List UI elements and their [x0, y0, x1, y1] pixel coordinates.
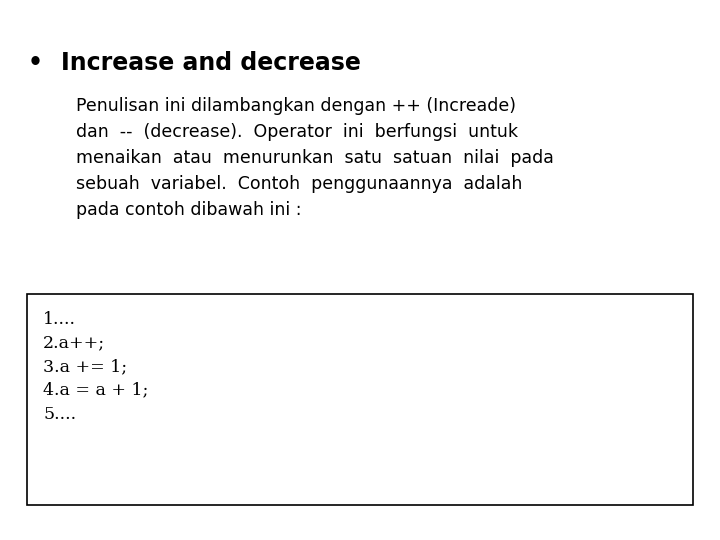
Text: 5....: 5....	[43, 406, 76, 422]
Text: sebuah  variabel.  Contoh  penggunaannya  adalah: sebuah variabel. Contoh penggunaannya ad…	[76, 175, 522, 193]
Text: •: •	[27, 51, 42, 75]
Text: menaikan  atau  menurunkan  satu  satuan  nilai  pada: menaikan atau menurunkan satu satuan nil…	[76, 149, 554, 167]
Text: Penulisan ini dilambangkan dengan ++ (Increade): Penulisan ini dilambangkan dengan ++ (In…	[76, 97, 516, 115]
Text: pada contoh dibawah ini :: pada contoh dibawah ini :	[76, 201, 301, 219]
Text: 2.a++;: 2.a++;	[43, 334, 105, 351]
Text: Increase and decrease: Increase and decrease	[61, 51, 361, 75]
FancyBboxPatch shape	[27, 294, 693, 505]
Text: 3.a += 1;: 3.a += 1;	[43, 358, 127, 375]
Text: dan  --  (decrease).  Operator  ini  berfungsi  untuk: dan -- (decrease). Operator ini berfungs…	[76, 123, 518, 141]
Text: 1....: 1....	[43, 310, 76, 327]
Text: 4.a = a + 1;: 4.a = a + 1;	[43, 382, 148, 399]
